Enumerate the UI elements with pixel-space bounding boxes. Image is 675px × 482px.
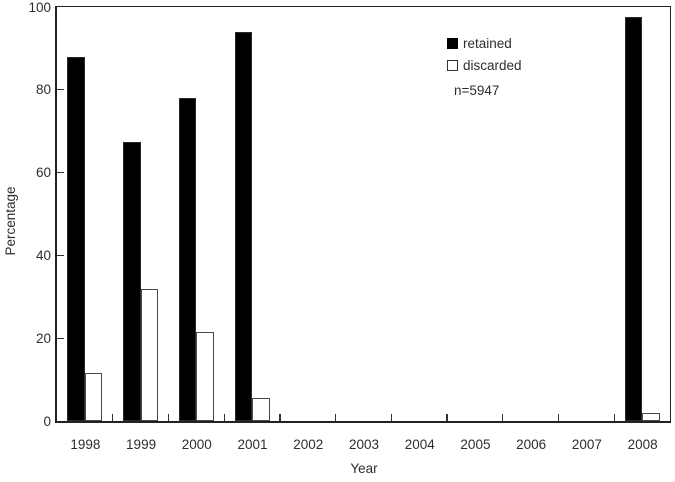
bar-retained-1998 <box>67 56 85 421</box>
x-axis-tick <box>334 414 337 421</box>
x-tick-label-2007: 2007 <box>571 437 602 452</box>
y-tick-label-40: 40 <box>35 247 51 263</box>
y-axis-tick <box>57 89 64 91</box>
x-axis-tick <box>167 414 170 421</box>
bar-discarded-1999 <box>140 288 159 421</box>
y-axis-tick <box>57 254 64 257</box>
retained-swatch-icon <box>447 38 458 49</box>
x-tick-label-1998: 1998 <box>70 437 101 452</box>
y-axis-title: Percentage <box>3 186 18 256</box>
discarded-swatch-icon <box>447 60 458 71</box>
x-axis-tick <box>279 414 281 421</box>
x-tick-label-2006: 2006 <box>516 437 547 452</box>
bar-retained-1999 <box>123 141 141 421</box>
x-tick-label-2005: 2005 <box>460 437 491 452</box>
sample-size-annotation: n=5947 <box>454 83 500 98</box>
y-tick-label-20: 20 <box>35 330 51 346</box>
x-tick-label-2003: 2003 <box>348 437 380 452</box>
x-axis-tick <box>223 414 225 421</box>
bar-retained-2000 <box>178 98 197 421</box>
x-tick-label-2001: 2001 <box>237 437 268 452</box>
x-axis-title: Year <box>350 461 378 476</box>
x-tick-label-2002: 2002 <box>293 437 324 452</box>
y-tick-label-60: 60 <box>35 165 51 181</box>
x-axis-tick <box>613 414 615 421</box>
bar-discarded-2008 <box>642 412 660 421</box>
legend-row-retained: retained <box>447 36 522 51</box>
legend-label-discarded: discarded <box>463 58 522 73</box>
x-tick-label-2008: 2008 <box>627 437 658 452</box>
x-tick-label-1999: 1999 <box>126 437 157 452</box>
bar-discarded-1998 <box>84 373 103 421</box>
x-axis-tick <box>557 414 560 421</box>
x-axis-tick <box>390 414 392 421</box>
bar-retained-2008 <box>624 17 643 421</box>
x-tick-label-2004: 2004 <box>404 437 435 452</box>
legend-label-retained: retained <box>463 36 512 51</box>
y-tick-label-80: 80 <box>35 82 51 98</box>
y-tick-label-100: 100 <box>28 0 51 15</box>
legend-row-discarded: discarded <box>447 58 522 73</box>
plot-area <box>55 6 671 423</box>
bar-retained-2001 <box>234 31 253 421</box>
bar-discarded-2000 <box>196 332 214 421</box>
y-tick-label-0: 0 <box>43 413 51 429</box>
x-axis-tick <box>502 414 504 421</box>
y-axis-tick <box>57 337 64 339</box>
x-tick-label-2000: 2000 <box>181 437 212 452</box>
bar-discarded-2001 <box>252 398 270 421</box>
x-axis-tick <box>112 414 114 421</box>
legend: retained discarded <box>447 36 522 82</box>
y-axis-tick <box>57 171 64 174</box>
x-axis-tick <box>446 414 448 421</box>
